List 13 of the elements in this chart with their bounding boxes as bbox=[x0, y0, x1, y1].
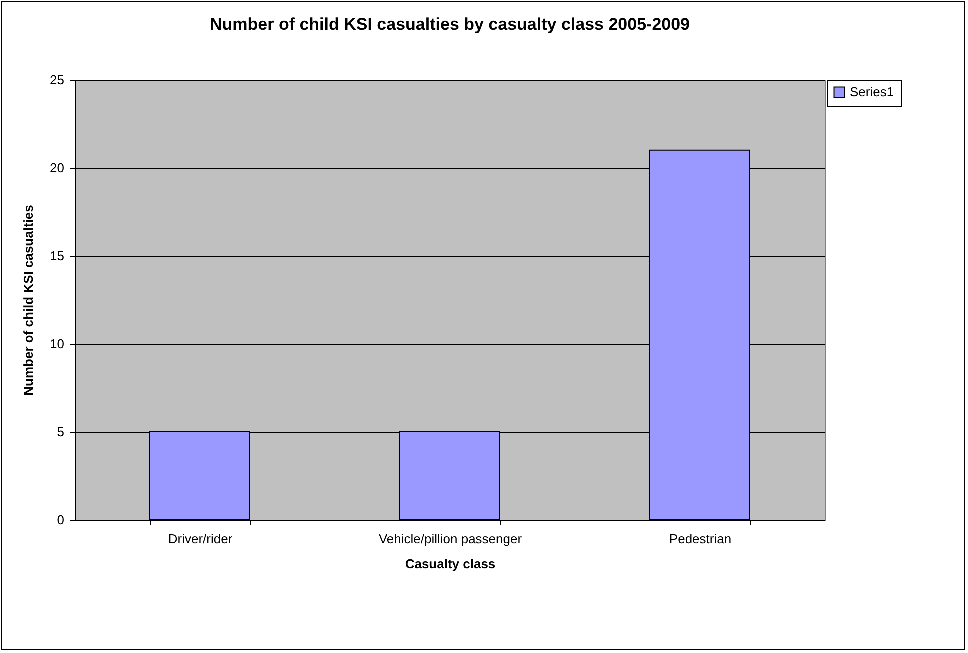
y-tick-label: 25 bbox=[50, 72, 64, 88]
x-axis-title: Casualty class bbox=[405, 556, 496, 572]
y-tick-label: 5 bbox=[57, 424, 64, 440]
y-tick-label: 10 bbox=[50, 336, 64, 352]
y-tick-label: 15 bbox=[50, 248, 64, 264]
chart-title: Number of child KSI casualties by casualty class 2005-2009 bbox=[210, 15, 690, 34]
y-axis-title: Number of child KSI casualties bbox=[21, 205, 36, 396]
x-tick-label: Driver/rider bbox=[168, 532, 234, 546]
x-tick-label: Pedestrian bbox=[669, 532, 732, 546]
y-tick-label: 20 bbox=[50, 160, 64, 176]
x-tick-label: Vehicle/pillion passenger bbox=[378, 532, 523, 546]
legend-label: Series1 bbox=[850, 84, 894, 100]
y-tick-label: 0 bbox=[57, 512, 64, 528]
